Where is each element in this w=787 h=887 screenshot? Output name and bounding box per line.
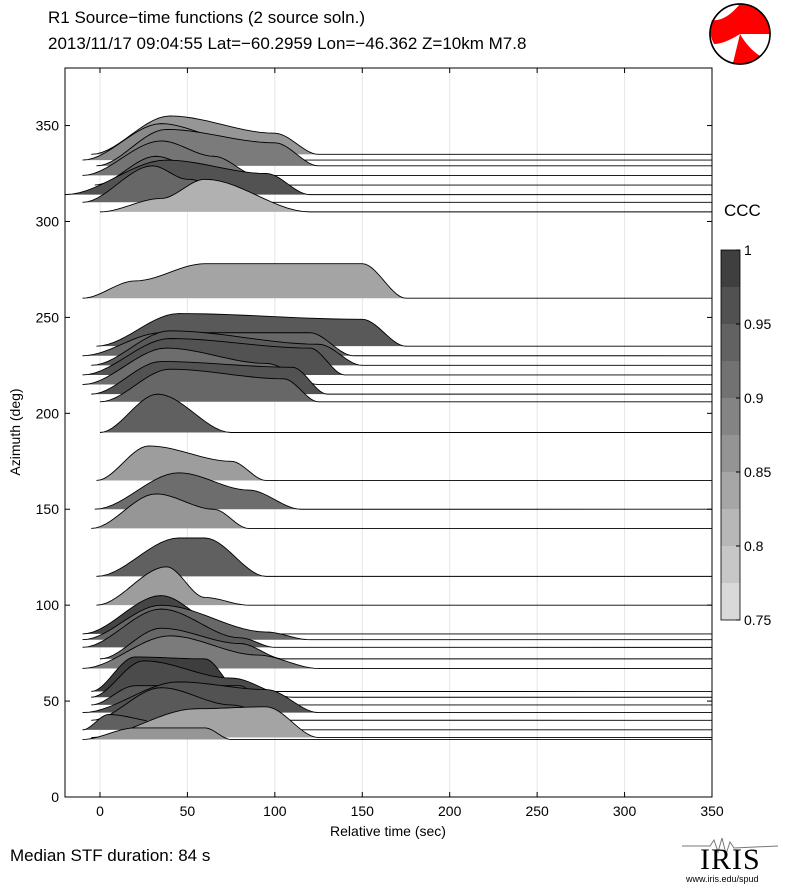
colorbar-tick-label: 1 bbox=[744, 242, 752, 258]
trace-group bbox=[64, 115, 713, 740]
colorbar-tick-label: 0.85 bbox=[744, 464, 771, 480]
stf-trace bbox=[91, 493, 713, 529]
colorbar-bin bbox=[721, 583, 740, 620]
colorbar-bin bbox=[721, 398, 740, 435]
stf-trace bbox=[91, 706, 713, 738]
iris-logo-text: IRIS bbox=[700, 843, 761, 876]
stf-trace bbox=[94, 472, 713, 510]
iris-logo-icon bbox=[682, 838, 779, 856]
x-tick-label: 350 bbox=[700, 803, 724, 819]
stf-trace bbox=[99, 393, 712, 433]
iris-url: www.iris.edu/spud bbox=[686, 874, 759, 884]
event-info: 2013/11/17 09:04:55 Lat=−60.2959 Lon=−46… bbox=[48, 34, 527, 53]
x-tick-label: 300 bbox=[613, 803, 637, 819]
y-tick-label: 100 bbox=[36, 597, 60, 613]
stf-trace bbox=[99, 178, 713, 213]
y-axis-ticks: 0 50 100 150 200 250 300 350 bbox=[36, 118, 712, 805]
y-tick-label: 50 bbox=[43, 693, 59, 709]
colorbar-bin bbox=[721, 546, 740, 583]
stf-trace bbox=[99, 368, 713, 403]
y-tick-label: 200 bbox=[36, 405, 60, 421]
colorbar-bin bbox=[721, 287, 740, 324]
stf-trace bbox=[82, 263, 713, 299]
beachball-icon bbox=[709, 3, 771, 65]
colorbar-bin bbox=[721, 509, 740, 546]
colorbar: 1 0.95 0.9 0.85 0.8 0.75 bbox=[720, 242, 771, 628]
stf-trace bbox=[99, 627, 713, 660]
x-tick-label: 250 bbox=[525, 803, 549, 819]
y-tick-label: 250 bbox=[36, 309, 60, 325]
stf-trace bbox=[96, 537, 713, 577]
median-duration: Median STF duration: 84 s bbox=[10, 846, 211, 865]
x-tick-label: 150 bbox=[351, 803, 375, 819]
colorbar-bin bbox=[721, 361, 740, 398]
x-tick-label: 0 bbox=[96, 803, 104, 819]
colorbar-bin bbox=[721, 324, 740, 361]
x-tick-label: 200 bbox=[438, 803, 462, 819]
plot-frame bbox=[64, 67, 713, 798]
y-tick-label: 150 bbox=[36, 501, 60, 517]
colorbar-bin bbox=[721, 472, 740, 509]
colorbar-bin bbox=[721, 435, 740, 472]
x-axis-ticks: 0 50 100 150 200 250 300 350 bbox=[96, 68, 724, 819]
colorbar-tick-label: 0.95 bbox=[744, 316, 771, 332]
colorbar-tick-label: 0.8 bbox=[744, 538, 764, 554]
colorbar-tick-label: 0.9 bbox=[744, 390, 764, 406]
x-axis-label: Relative time (sec) bbox=[330, 823, 446, 839]
colorbar-frame bbox=[720, 249, 741, 621]
y-tick-label: 0 bbox=[51, 789, 59, 805]
stf-trace bbox=[82, 727, 713, 740]
y-tick-label: 350 bbox=[36, 118, 60, 134]
x-tick-label: 100 bbox=[263, 803, 287, 819]
chart-title: R1 Source−time functions (2 source soln.… bbox=[48, 8, 366, 27]
x-tick-label: 50 bbox=[180, 803, 196, 819]
stf-trace bbox=[82, 604, 713, 641]
y-axis-label: Azimuth (deg) bbox=[7, 388, 23, 475]
colorbar-tick-label: 0.75 bbox=[744, 612, 771, 628]
stf-trace bbox=[82, 681, 713, 714]
stf-trace bbox=[96, 128, 713, 167]
y-tick-label: 300 bbox=[36, 213, 60, 229]
stf-trace bbox=[82, 635, 713, 669]
colorbar-bin bbox=[721, 250, 740, 287]
colorbar-title: CCC bbox=[724, 201, 761, 220]
stf-trace bbox=[96, 445, 713, 481]
